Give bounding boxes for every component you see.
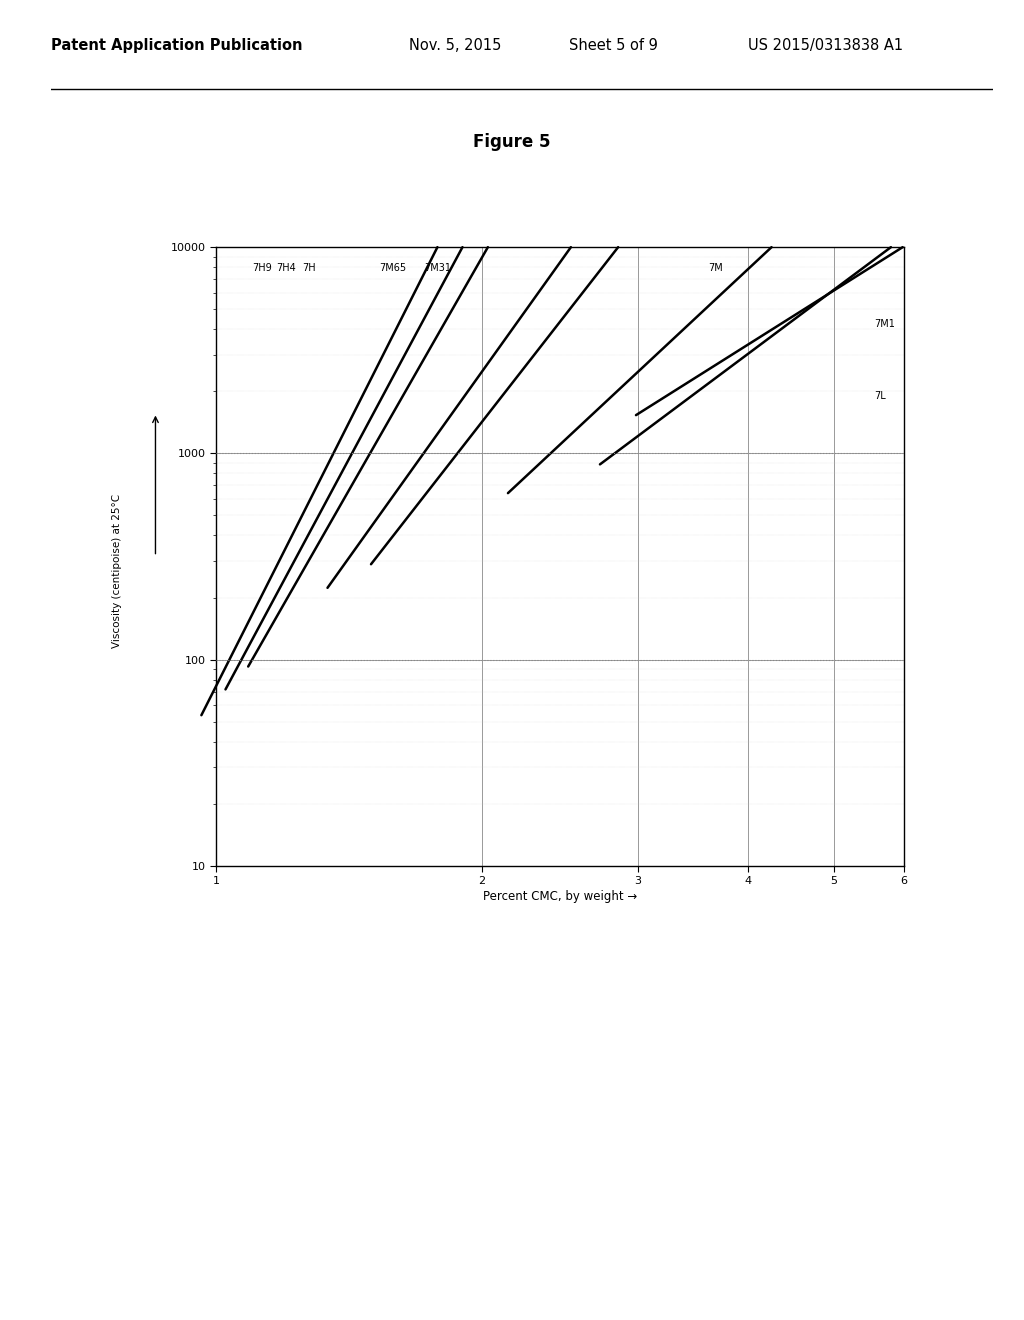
Text: 7H9: 7H9 xyxy=(253,263,272,273)
Text: 7H4: 7H4 xyxy=(276,263,296,273)
Text: Sheet 5 of 9: Sheet 5 of 9 xyxy=(569,38,658,53)
Text: 7L: 7L xyxy=(874,391,886,401)
Text: 7H: 7H xyxy=(302,263,315,273)
Text: Patent Application Publication: Patent Application Publication xyxy=(51,38,303,53)
Text: 7M1: 7M1 xyxy=(874,319,895,329)
Text: 7M65: 7M65 xyxy=(379,263,407,273)
Text: 7M: 7M xyxy=(708,263,723,273)
Text: Figure 5: Figure 5 xyxy=(473,133,551,150)
Text: Viscosity (centipoise) at 25°C: Viscosity (centipoise) at 25°C xyxy=(112,494,122,648)
X-axis label: Percent CMC, by weight →: Percent CMC, by weight → xyxy=(483,891,637,903)
Text: 7M31: 7M31 xyxy=(424,263,452,273)
Text: US 2015/0313838 A1: US 2015/0313838 A1 xyxy=(749,38,903,53)
Text: Nov. 5, 2015: Nov. 5, 2015 xyxy=(410,38,502,53)
